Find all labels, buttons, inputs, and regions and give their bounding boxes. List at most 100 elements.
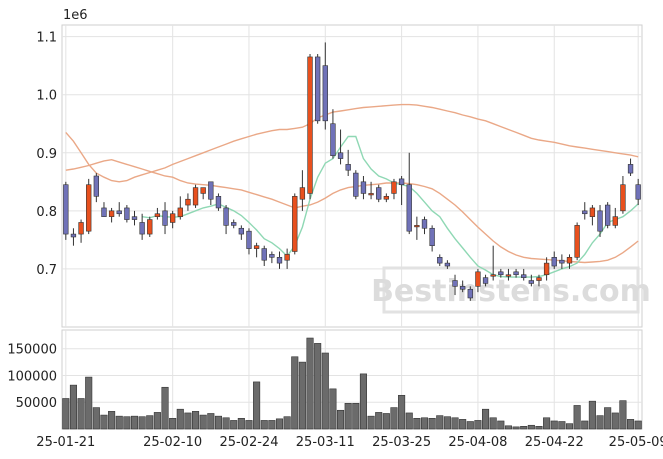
candle-body	[398, 178, 405, 186]
x-tick-label: 25-02-24	[219, 435, 278, 450]
volume-bar	[69, 384, 77, 430]
candle	[231, 219, 237, 229]
x-tick-label: 25-05-09	[609, 435, 663, 450]
candle-body	[70, 233, 77, 238]
candle	[383, 193, 390, 203]
candle	[406, 152, 412, 235]
x-tick-label: 25-03-11	[296, 435, 355, 450]
candle-body	[86, 184, 92, 232]
candle-body	[498, 271, 504, 276]
candle	[398, 176, 405, 206]
candle	[589, 205, 596, 226]
volume-bar	[184, 412, 192, 430]
candle	[429, 225, 435, 252]
candle	[177, 196, 183, 220]
candle-body	[551, 257, 557, 267]
candle-body	[421, 219, 428, 229]
candle	[368, 181, 374, 200]
candle-body	[391, 181, 397, 194]
volume-bar	[291, 356, 299, 430]
candle-body	[368, 193, 374, 196]
volume-bar	[367, 415, 375, 430]
volume-tick-label: 50000	[16, 396, 57, 411]
volume-bar	[85, 376, 93, 430]
candle	[459, 280, 466, 293]
volume-bar	[619, 400, 627, 430]
volume-bar	[268, 420, 276, 430]
candle-body	[200, 187, 206, 194]
candle	[116, 202, 122, 217]
volume-bar	[62, 398, 70, 430]
candle-body	[574, 225, 580, 258]
volume-bar	[306, 337, 314, 430]
volume-bar	[550, 420, 558, 430]
candle	[253, 242, 260, 258]
candle	[307, 54, 313, 200]
candle-body	[208, 181, 214, 200]
volume-bar	[489, 417, 497, 430]
candle-body	[177, 207, 183, 217]
candle-body	[582, 210, 588, 215]
candle	[108, 207, 115, 223]
candle	[543, 257, 550, 281]
candle	[513, 268, 519, 278]
volume-bar	[138, 416, 146, 430]
price-exponent-label: 1e6	[63, 8, 88, 23]
volume-panel	[61, 329, 643, 430]
candle-body	[414, 225, 420, 228]
price-tick-label: 1.1	[36, 31, 57, 46]
watermark: Bestinstens.com	[371, 266, 651, 314]
candle	[93, 173, 100, 203]
candle-body	[376, 187, 382, 200]
candle-body	[124, 207, 130, 220]
candle	[574, 222, 580, 261]
candle	[131, 210, 138, 226]
candle-body	[521, 274, 527, 278]
candle-body	[635, 184, 641, 200]
candle-body	[360, 181, 367, 194]
candle-body	[253, 245, 260, 249]
volume-bar	[611, 412, 619, 430]
volume-bar	[375, 412, 383, 430]
candle-body	[482, 277, 489, 284]
candle-body	[116, 210, 122, 215]
volume-bar	[176, 408, 184, 430]
candle	[521, 268, 527, 281]
volume-bar	[314, 343, 322, 430]
candle	[322, 42, 328, 130]
candle	[498, 268, 504, 278]
candle	[414, 216, 420, 240]
volume-bar	[237, 417, 245, 430]
volume-bar	[283, 416, 291, 430]
candle	[482, 274, 489, 287]
volume-tick-label: 100000	[7, 369, 57, 384]
candle-body	[63, 184, 69, 235]
volume-bar	[596, 415, 604, 430]
volume-bar	[466, 421, 474, 430]
volume-bar	[459, 419, 467, 430]
candle	[299, 170, 306, 211]
candle-body	[261, 248, 267, 261]
candle	[139, 213, 145, 240]
candle	[536, 274, 542, 287]
candle-body	[299, 187, 306, 200]
candle-body	[192, 187, 199, 206]
candle-body	[383, 196, 390, 200]
candle	[444, 260, 451, 269]
candle-body	[246, 230, 252, 249]
candle-body	[215, 196, 222, 209]
candle	[582, 202, 588, 220]
candle-body	[223, 207, 229, 226]
candle	[475, 268, 481, 293]
volume-tick-label: 150000	[7, 343, 57, 358]
price-tick-label: 0.7	[36, 263, 57, 278]
candle	[269, 251, 275, 264]
candle	[620, 176, 626, 214]
candle-body	[444, 262, 451, 267]
candle	[284, 248, 290, 269]
candle-body	[169, 213, 176, 223]
candle-body	[322, 65, 328, 122]
x-tick-label: 25-04-22	[525, 435, 584, 450]
volume-bar	[92, 407, 100, 430]
